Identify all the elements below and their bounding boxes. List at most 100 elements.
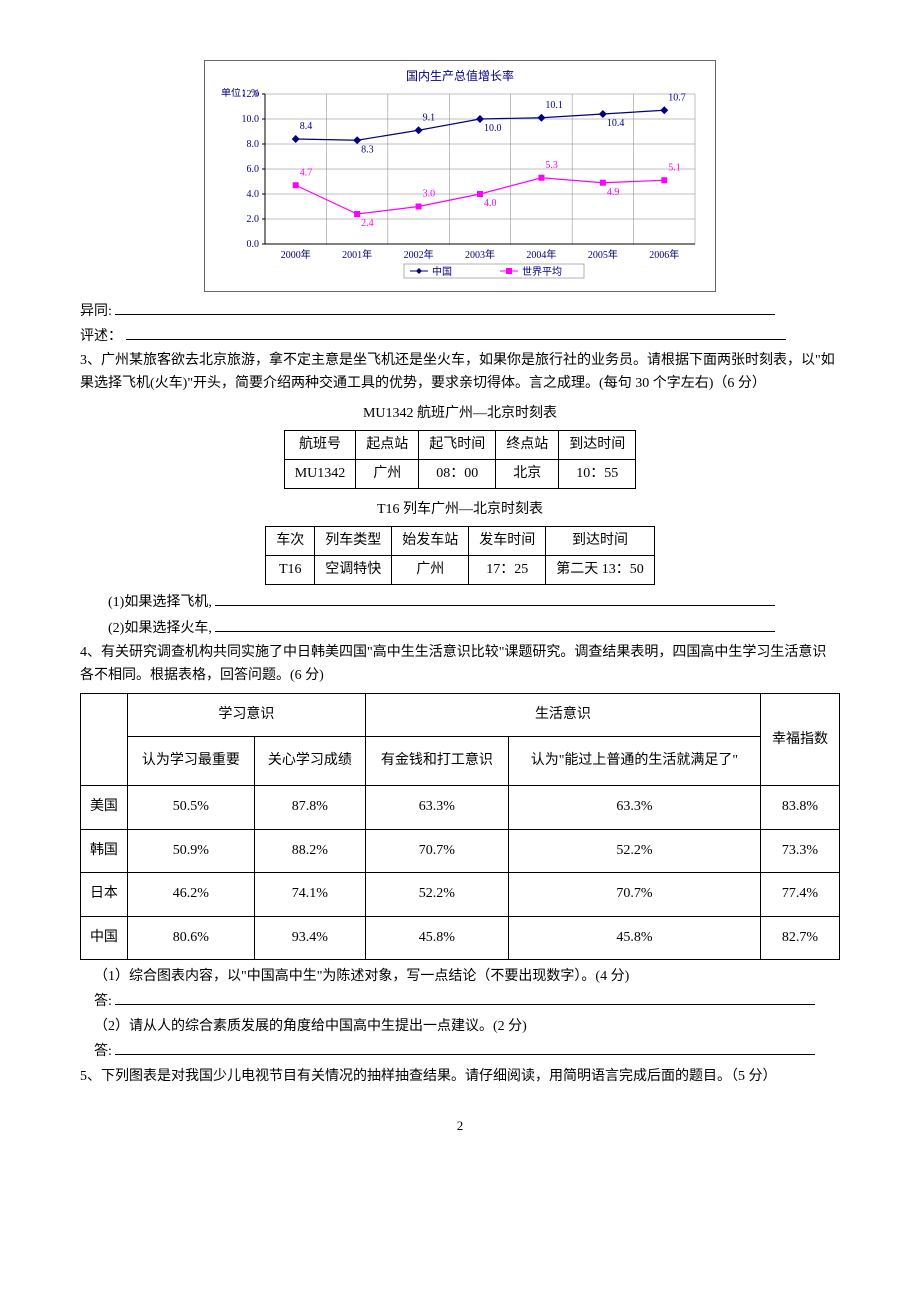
th: 列车类型 — [315, 526, 392, 555]
q3-text: 3、广州某旅客欲去北京旅游，拿不定主意是坐飞机还是坐火车，如果你是旅行社的业务员… — [80, 350, 840, 395]
td: 82.7% — [761, 916, 840, 959]
th-sub1: 认为学习最重要 — [127, 737, 254, 786]
svg-text:9.1: 9.1 — [423, 112, 436, 123]
svg-text:10.7: 10.7 — [668, 92, 686, 103]
yitong-line: 异同: — [80, 300, 840, 323]
blank-line-icon[interactable] — [115, 300, 775, 315]
svg-text:0.0: 0.0 — [247, 239, 260, 250]
svg-text:4.7: 4.7 — [300, 167, 313, 178]
td: 空调特快 — [315, 556, 392, 585]
table-row: 车次 列车类型 始发车站 发车时间 到达时间 — [266, 526, 655, 555]
svg-text:5.3: 5.3 — [545, 160, 558, 171]
svg-text:5.1: 5.1 — [668, 162, 681, 173]
flight-table: 航班号 起点站 起飞时间 终点站 到达时间 MU1342 广州 08：00 北京… — [284, 430, 637, 490]
svg-text:2003年: 2003年 — [465, 248, 495, 261]
chart-title: 国内生产总值增长率 — [215, 67, 705, 86]
svg-text:3.0: 3.0 — [423, 189, 436, 200]
td: 63.3% — [365, 786, 508, 829]
svg-text:2004年: 2004年 — [526, 248, 556, 261]
svg-text:4.0: 4.0 — [484, 198, 497, 209]
table-row: 认为学习最重要 关心学习成绩 有金钱和打工意识 认为"能过上普通的生活就满足了" — [81, 737, 840, 786]
th-sub2: 关心学习成绩 — [254, 737, 365, 786]
th: 始发车站 — [392, 526, 469, 555]
svg-text:8.3: 8.3 — [361, 144, 374, 155]
svg-text:8.0: 8.0 — [247, 139, 260, 150]
td: 63.3% — [508, 786, 760, 829]
td-country: 中国 — [81, 916, 128, 959]
th-sub4: 认为"能过上普通的生活就满足了" — [508, 737, 760, 786]
svg-text:10.0: 10.0 — [484, 123, 502, 134]
table-row: 美国50.5%87.8%63.3%63.3%83.8% — [81, 786, 840, 829]
td: 08：00 — [419, 459, 496, 488]
table-row: 日本46.2%74.1%52.2%70.7%77.4% — [81, 873, 840, 916]
answer-label: 答: — [94, 994, 112, 1009]
gdp-chart-box: 国内生产总值增长率 单位：%0.02.04.06.08.010.012.0200… — [204, 60, 716, 292]
table-row: 韩国50.9%88.2%70.7%52.2%73.3% — [81, 829, 840, 872]
td: 93.4% — [254, 916, 365, 959]
q5-text: 5、下列图表是对我国少儿电视节目有关情况的抽样抽查结果。请仔细阅读，用简明语言完… — [80, 1066, 840, 1088]
svg-text:12.0: 12.0 — [242, 89, 260, 100]
train-table: 车次 列车类型 始发车站 发车时间 到达时间 T16 空调特快 广州 17：25… — [265, 526, 655, 586]
svg-text:2002年: 2002年 — [404, 248, 434, 261]
survey-table: 学习意识 生活意识 幸福指数 认为学习最重要 关心学习成绩 有金钱和打工意识 认… — [80, 693, 840, 960]
page-number: 2 — [80, 1116, 840, 1137]
table-row: T16 空调特快 广州 17：25 第二天 13：50 — [266, 556, 655, 585]
td: 87.8% — [254, 786, 365, 829]
td-country: 美国 — [81, 786, 128, 829]
blank-line-icon[interactable] — [115, 1040, 815, 1055]
td: 73.3% — [761, 829, 840, 872]
td: 88.2% — [254, 829, 365, 872]
th-happy: 幸福指数 — [761, 694, 840, 786]
td: T16 — [266, 556, 315, 585]
svg-text:2001年: 2001年 — [342, 248, 372, 261]
th: 到达时间 — [546, 526, 655, 555]
table-row: MU1342 广州 08：00 北京 10：55 — [284, 459, 636, 488]
td-country: 日本 — [81, 873, 128, 916]
svg-text:10.4: 10.4 — [607, 118, 625, 129]
q4-1-text: （1）综合图表内容，以"中国高中生"为陈述对象，写一点结论（不要出现数字）。(4… — [80, 966, 840, 988]
th: 航班号 — [284, 430, 356, 459]
th: 车次 — [266, 526, 315, 555]
gdp-chart-container: 国内生产总值增长率 单位：%0.02.04.06.08.010.012.0200… — [80, 60, 840, 292]
th-group1: 学习意识 — [127, 694, 365, 737]
td: 北京 — [496, 459, 559, 488]
table-row: 航班号 起点站 起飞时间 终点站 到达时间 — [284, 430, 636, 459]
td: MU1342 — [284, 459, 356, 488]
svg-text:2000年: 2000年 — [281, 248, 311, 261]
flight-table-title: MU1342 航班广州—北京时刻表 — [363, 403, 557, 425]
q4-2-answer: 答: — [80, 1040, 840, 1063]
td: 46.2% — [127, 873, 254, 916]
td: 52.2% — [508, 829, 760, 872]
blank-line-icon[interactable] — [115, 990, 815, 1005]
gdp-line-chart: 单位：%0.02.04.06.08.010.012.02000年2001年200… — [215, 88, 705, 280]
pingshu-label: 评述： — [80, 329, 122, 344]
svg-text:2.4: 2.4 — [361, 218, 374, 229]
td: 45.8% — [508, 916, 760, 959]
blank-line-icon[interactable] — [126, 325, 786, 340]
td: 50.5% — [127, 786, 254, 829]
yitong-label: 异同: — [80, 304, 112, 319]
th: 到达时间 — [559, 430, 636, 459]
td: 广州 — [392, 556, 469, 585]
svg-text:2006年: 2006年 — [649, 248, 679, 261]
svg-text:2.0: 2.0 — [247, 214, 260, 225]
q3-1-label: (1)如果选择飞机, — [108, 595, 212, 610]
th: 起点站 — [356, 430, 419, 459]
answer-label: 答: — [94, 1044, 112, 1059]
q3-2-label: (2)如果选择火车, — [108, 621, 212, 636]
q3-sub1: (1)如果选择飞机, — [80, 591, 840, 614]
td: 45.8% — [365, 916, 508, 959]
blank-line-icon[interactable] — [215, 617, 775, 632]
svg-text:10.0: 10.0 — [242, 114, 260, 125]
q4-text: 4、有关研究调查机构共同实施了中日韩美四国"高中生生活意识比较"课题研究。调查结… — [80, 642, 840, 687]
td: 17：25 — [469, 556, 546, 585]
svg-text:10.1: 10.1 — [545, 100, 563, 111]
pingshu-line: 评述： — [80, 325, 840, 348]
blank-line-icon[interactable] — [215, 591, 775, 606]
th: 起飞时间 — [419, 430, 496, 459]
th-blank — [81, 694, 128, 786]
td: 74.1% — [254, 873, 365, 916]
svg-text:2005年: 2005年 — [588, 248, 618, 261]
svg-text:4.9: 4.9 — [607, 187, 620, 198]
svg-text:中国: 中国 — [432, 265, 452, 278]
